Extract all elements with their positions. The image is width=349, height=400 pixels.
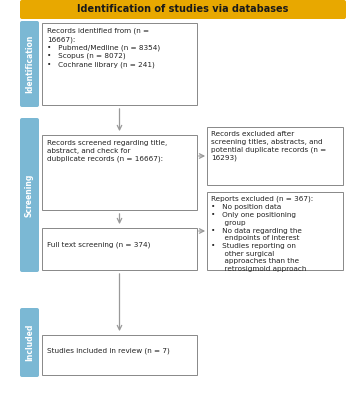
Text: Screening: Screening	[25, 173, 34, 217]
Text: Identification: Identification	[25, 35, 34, 93]
Text: Records excluded after
screening titles, abstracts, and
potential duplicate reco: Records excluded after screening titles,…	[211, 131, 326, 161]
Text: Included: Included	[25, 324, 34, 361]
Bar	[42, 135, 197, 210]
FancyBboxPatch shape	[20, 21, 39, 107]
Text: Records screened regarding title,
abstract, and check for
dubplicate records (n : Records screened regarding title, abstra…	[47, 140, 167, 162]
Text: Reports excluded (n = 367):
•   No position data
•   Only one positioning
      : Reports excluded (n = 367): • No positio…	[211, 196, 313, 272]
Bar	[207, 127, 343, 185]
Bar	[207, 192, 343, 270]
FancyBboxPatch shape	[20, 0, 346, 19]
Text: Records identified from (n =
16667):
•   Pubmed/Medline (n = 8354)
•   Scopus (n: Records identified from (n = 16667): • P…	[47, 28, 160, 68]
FancyBboxPatch shape	[20, 118, 39, 272]
Text: Studies included in review (n = 7): Studies included in review (n = 7)	[47, 348, 170, 354]
Bar	[42, 228, 197, 270]
FancyBboxPatch shape	[20, 308, 39, 377]
Text: Full text screening (n = 374): Full text screening (n = 374)	[47, 242, 150, 248]
Bar	[42, 335, 197, 375]
Text: Identification of studies via databases: Identification of studies via databases	[77, 4, 289, 14]
Bar	[42, 23, 197, 105]
